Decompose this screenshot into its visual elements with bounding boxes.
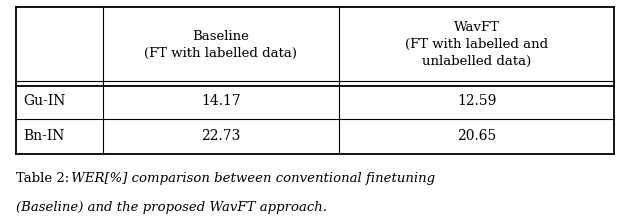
Text: Gu-IN: Gu-IN	[23, 94, 66, 108]
Text: 20.65: 20.65	[457, 129, 496, 143]
Text: 14.17: 14.17	[201, 94, 241, 108]
Text: Baseline
(FT with labelled data): Baseline (FT with labelled data)	[144, 30, 297, 60]
Text: 22.73: 22.73	[201, 129, 241, 143]
Text: Table 2:: Table 2:	[16, 172, 73, 185]
Text: WavFT
(FT with labelled and
unlabelled data): WavFT (FT with labelled and unlabelled d…	[405, 21, 548, 68]
Text: 12.59: 12.59	[457, 94, 496, 108]
Text: (Baseline) and the proposed WavFT approach.: (Baseline) and the proposed WavFT approa…	[16, 201, 327, 214]
Text: WER[%] comparison between conventional finetuning: WER[%] comparison between conventional f…	[67, 172, 435, 185]
Text: Bn-IN: Bn-IN	[23, 129, 65, 143]
